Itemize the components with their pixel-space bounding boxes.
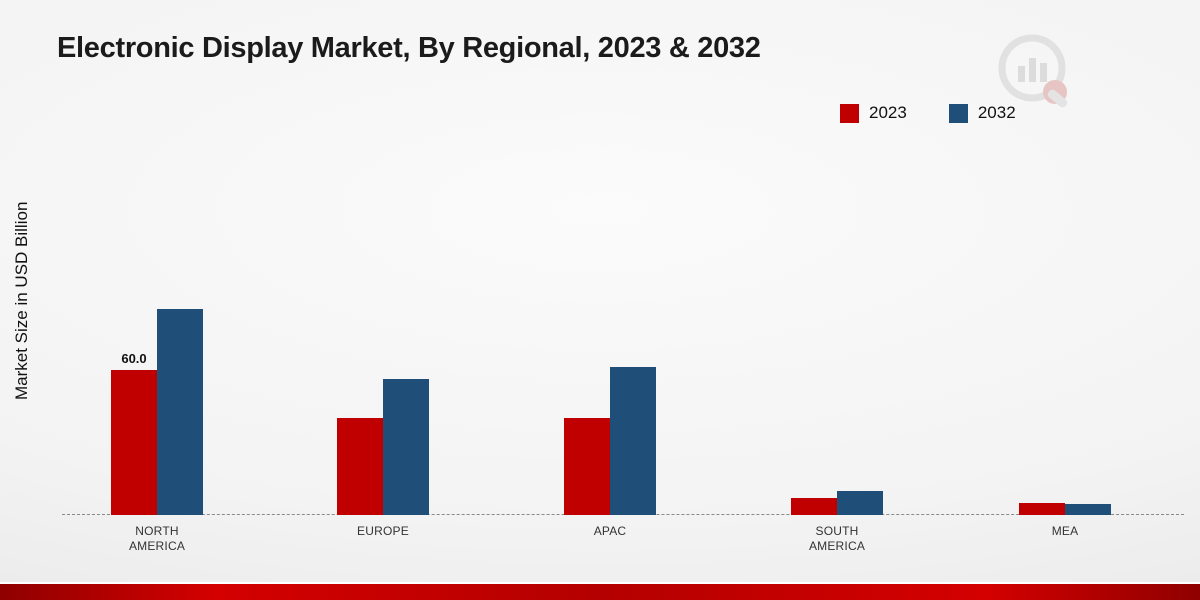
- chart-title: Electronic Display Market, By Regional, …: [57, 32, 761, 64]
- category-label-south-america: SOUTH AMERICA: [808, 524, 866, 553]
- bar-2023-north-america: [111, 370, 157, 515]
- legend-item-2023: 2023: [840, 103, 907, 123]
- legend-swatch-2023: [840, 103, 859, 123]
- bar-2032-mea: [1065, 504, 1111, 515]
- bar-2032-north-america: [157, 309, 203, 515]
- legend-label-2032: 2032: [977, 103, 1016, 122]
- category-label-europe: EUROPE: [357, 524, 409, 538]
- bar-2023-south-america: [791, 498, 837, 515]
- legend-item-2032: 2032: [948, 103, 1016, 123]
- bar-2023-apac: [564, 418, 610, 515]
- legend-swatch-2032: [948, 103, 968, 123]
- brand-logo-icon: [998, 34, 1068, 108]
- category-label-apac: APAC: [593, 524, 627, 538]
- legend: 2023 2032: [840, 103, 1016, 123]
- bar-2032-apac: [610, 367, 656, 515]
- category-label-mea: MEA: [1051, 524, 1079, 538]
- footer-brand-band: [0, 582, 1200, 600]
- category-label-north-america: NORTH AMERICA: [128, 524, 186, 553]
- bar-value-label: 60.0: [121, 351, 147, 366]
- bar-2032-europe: [383, 379, 429, 515]
- bar-2023-europe: [337, 418, 383, 515]
- legend-label-2023: 2023: [869, 103, 907, 122]
- bar-2032-south-america: [837, 491, 883, 515]
- bar-2023-mea: [1019, 503, 1065, 515]
- y-axis-label: Market Size in USD Billion: [12, 201, 31, 400]
